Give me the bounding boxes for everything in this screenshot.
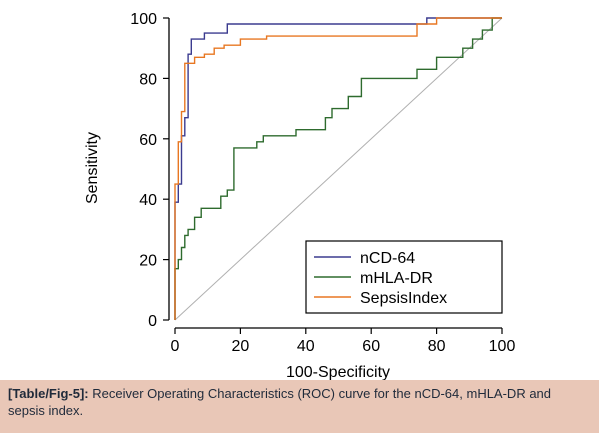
caption-tag: [Table/Fig-5]: [8, 386, 89, 401]
y-tick-label: 20 [139, 253, 157, 270]
y-tick-label: 60 [139, 132, 157, 149]
x-tick-label: 40 [297, 338, 315, 355]
figure-caption: [Table/Fig-5]: Receiver Operating Charac… [0, 380, 599, 433]
x-tick-label: 0 [171, 338, 180, 355]
y-axis-title: Sensitivity [84, 132, 101, 204]
x-tick-label: 100 [489, 338, 516, 355]
y-tick-label: 0 [148, 313, 157, 330]
chart-background [0, 0, 599, 380]
diagonal-reference-line [174, 17, 503, 321]
roc-chart: 0 20 40 60 80 100 0 20 40 60 80 100 Sensitivity 100… [0, 0, 599, 380]
legend-label: nCD-64 [360, 250, 415, 267]
x-tick-label: 80 [428, 338, 446, 355]
y-tick-label: 80 [139, 71, 157, 88]
caption-text: Receiver Operating Characteristics (ROC)… [8, 386, 552, 418]
x-tick-label: 20 [232, 338, 250, 355]
y-tick-label: 100 [130, 11, 157, 28]
y-tick-label: 40 [139, 192, 157, 209]
x-tick-label: 60 [362, 338, 380, 355]
legend-label: SepsisIndex [360, 290, 447, 307]
legend: nCD-64 mHLA-DR SepsisIndex [305, 240, 503, 314]
legend-label: mHLA-DR [360, 270, 433, 287]
x-axis-title: 100-Specificity [286, 364, 390, 380]
series-line-sepsisindex [174, 17, 502, 320]
series-line-mhla-dr [174, 17, 502, 320]
